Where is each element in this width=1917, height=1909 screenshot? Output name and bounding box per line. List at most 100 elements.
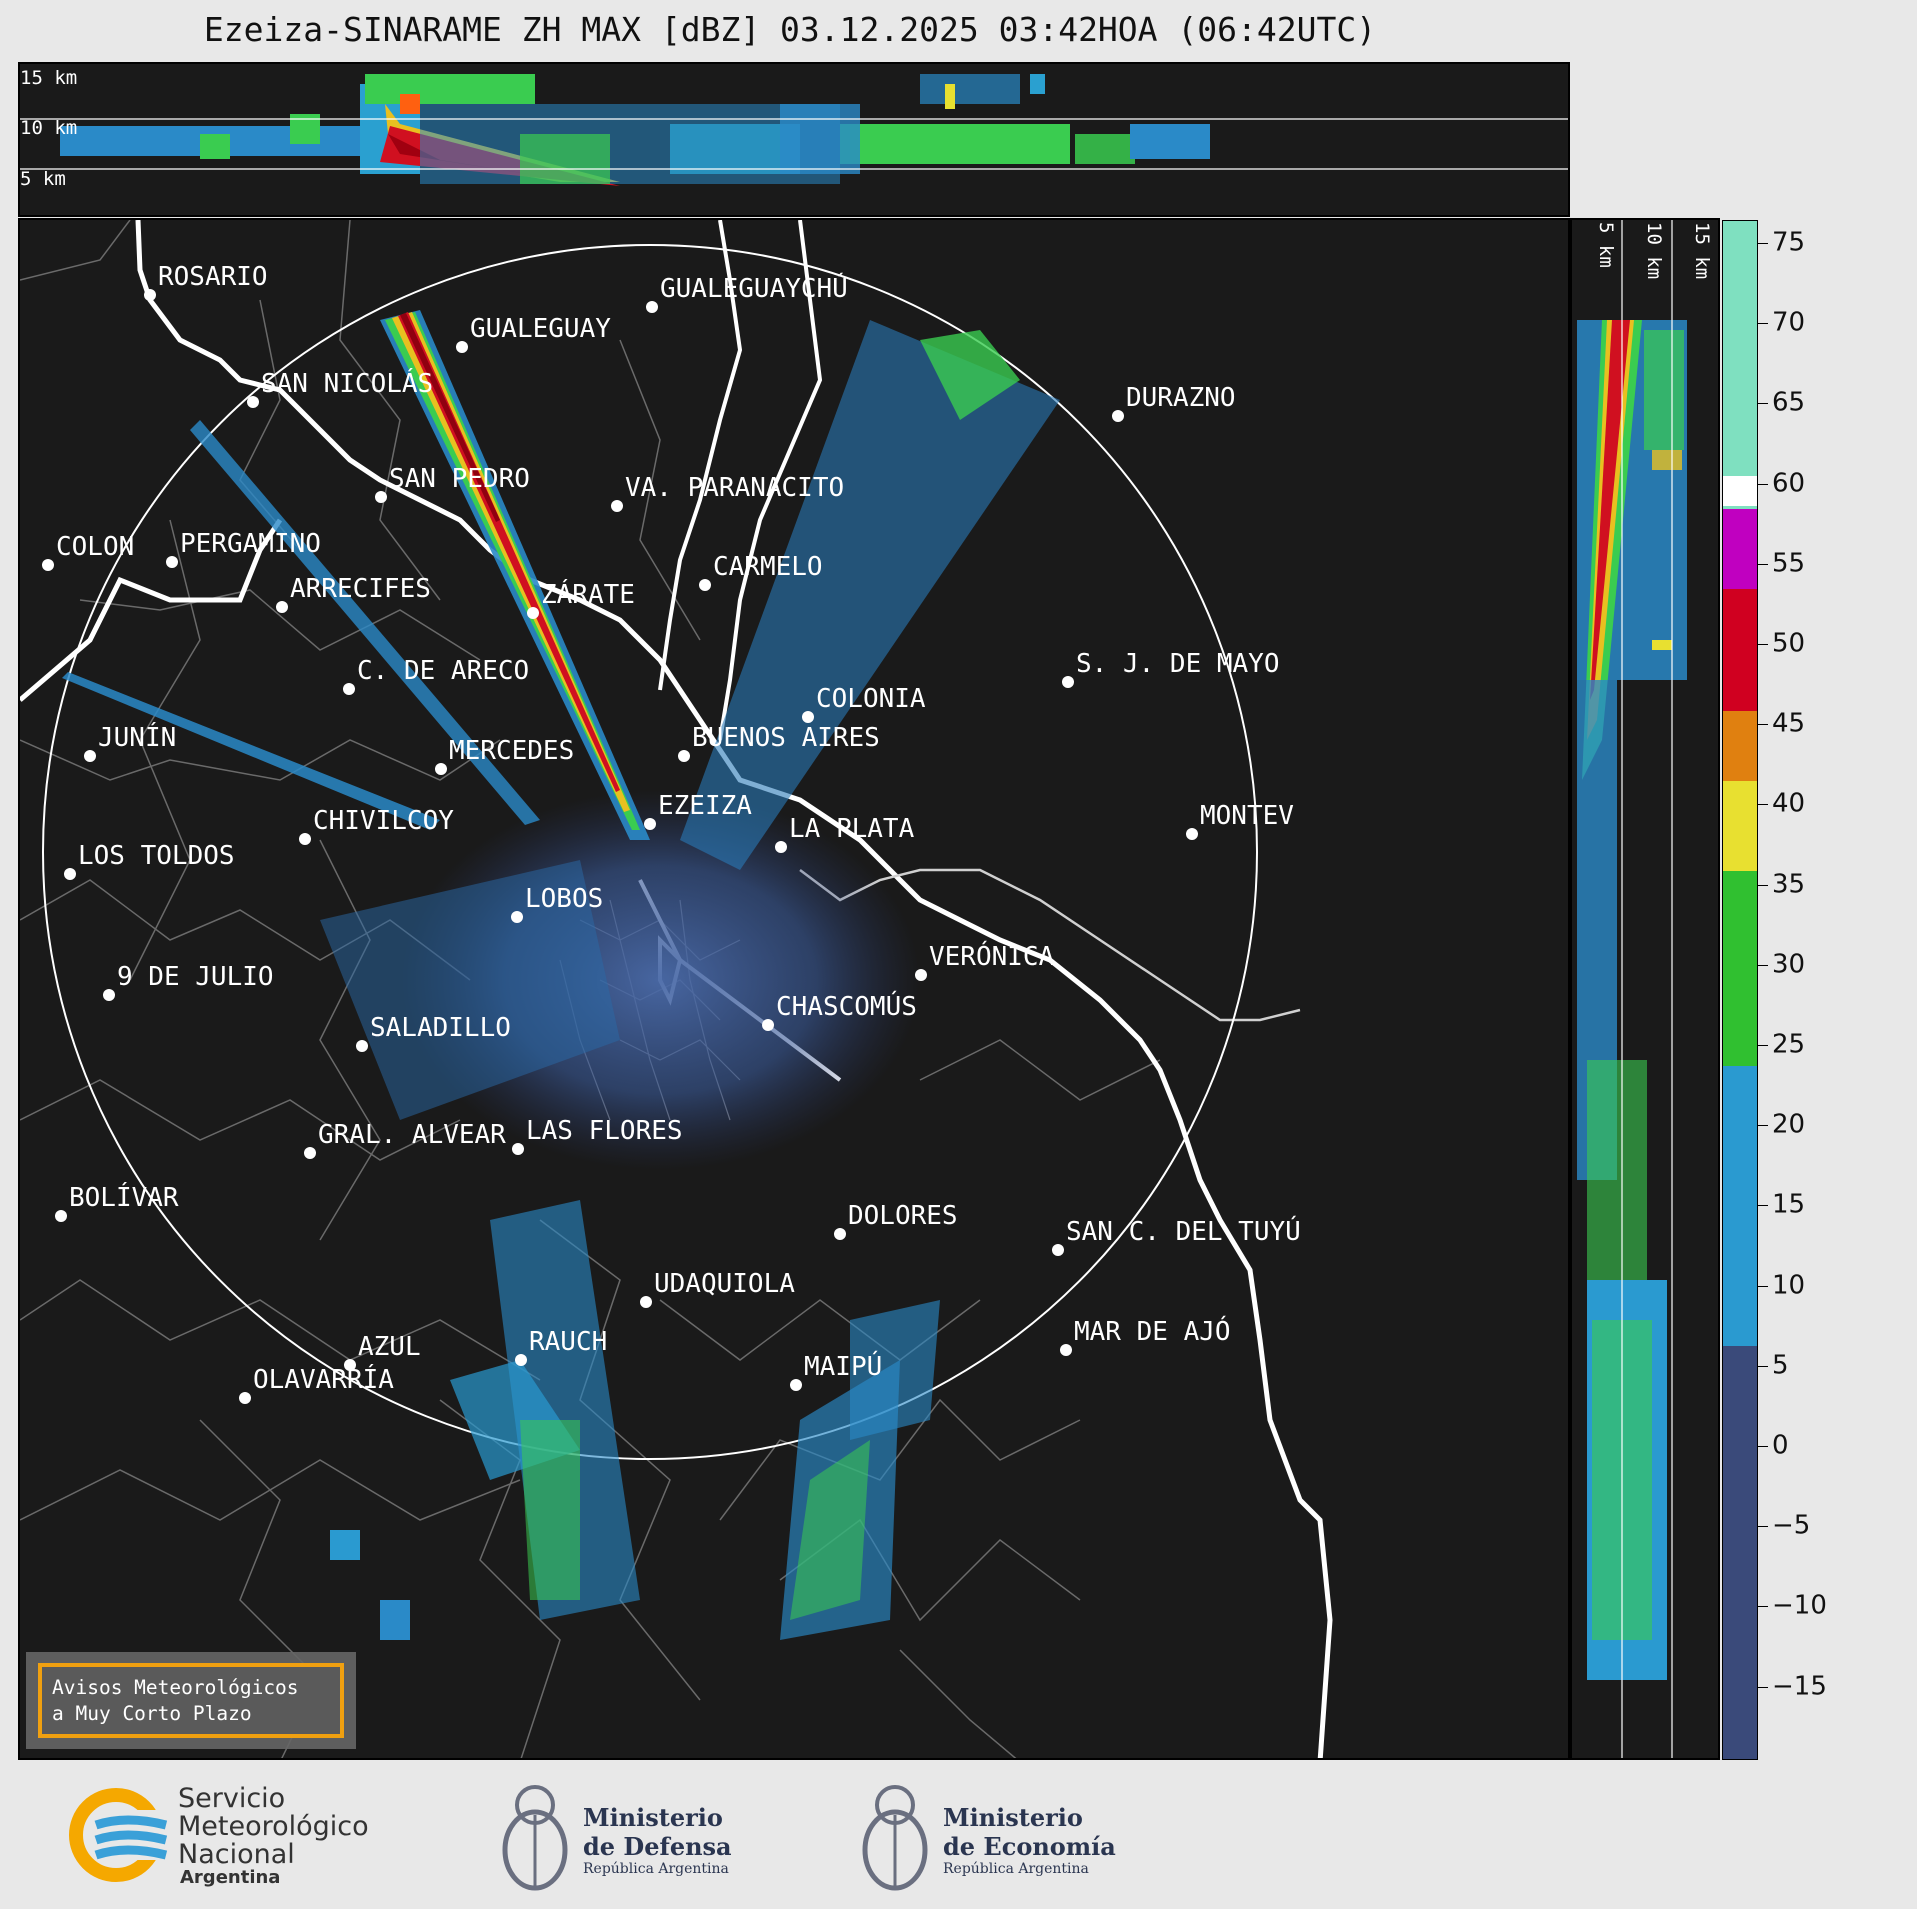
ministerio-defensa-logo: Ministerio de Defensa República Argentin… xyxy=(495,1775,755,1895)
city-c-de-areco: C. DE ARECO xyxy=(343,656,529,695)
city-va-paranacito: VA. PARANACITO xyxy=(611,473,844,512)
city-saladillo: SALADILLO xyxy=(356,1013,511,1052)
top-height-profile: 15 km 10 km 5 km xyxy=(18,62,1570,217)
side-height-profile: 5 km 10 km 15 km xyxy=(1570,218,1720,1760)
city-junin: JUNÍN xyxy=(84,721,176,762)
coat-of-arms-icon xyxy=(862,1785,928,1891)
colorbar-tick xyxy=(1758,804,1768,806)
colorbar-svg xyxy=(1723,221,1757,1759)
colorbar-tick xyxy=(1758,1365,1768,1367)
city-san-pedro: SAN PEDRO xyxy=(375,464,530,503)
city-label-durazno: DURAZNO xyxy=(1126,383,1236,413)
colorbar-tick-label: 25 xyxy=(1772,1029,1806,1060)
notice-box[interactable]: Avisos Meteorológicos a Muy Corto Plazo xyxy=(38,1663,344,1738)
side-profile-svg: 5 km 10 km 15 km xyxy=(1577,220,1713,1758)
city-gualeguay: GUALEGUAY xyxy=(456,314,611,353)
colorbar-tick xyxy=(1758,1526,1768,1528)
city-label-sj-de-mayo: S. J. DE MAYO xyxy=(1076,649,1280,679)
city-mar-de-ajo: MAR DE AJÓ xyxy=(1060,1315,1231,1356)
colorbar-tick xyxy=(1758,884,1768,886)
economia-line-2: de Economía xyxy=(943,1832,1116,1861)
city-maipu: MAIPÚ xyxy=(790,1350,882,1391)
colorbar-tick xyxy=(1758,1045,1768,1046)
city-gualeguaychu: GUALEGUAYCHÚ xyxy=(646,272,848,313)
cb-band-magenta xyxy=(1723,509,1757,589)
top-height-label-10: 10 km xyxy=(20,117,77,139)
city-mercedes: MERCEDES xyxy=(435,736,574,775)
colorbar-tick xyxy=(1758,644,1768,645)
colorbar-tick xyxy=(1758,1125,1768,1127)
smn-line-1: Servicio xyxy=(178,1783,286,1814)
city-label-va-paranacito: VA. PARANACITO xyxy=(625,473,844,503)
city-label-buenos-aires: BUENOS AIRES xyxy=(692,723,880,753)
colorbar-tick-label: −10 xyxy=(1772,1590,1827,1621)
chart-title: Ezeiza-SINARAME ZH MAX [dBZ] 03.12.2025 … xyxy=(203,10,1377,49)
city-label-gral-alvear: GRAL. ALVEAR xyxy=(318,1120,506,1150)
city-label-veronica: VERÓNICA xyxy=(929,940,1055,972)
side-height-label-10: 10 km xyxy=(1643,222,1665,279)
defensa-line-1: Ministerio xyxy=(583,1803,723,1832)
city-olavarria: OLAVARRÍA xyxy=(239,1363,394,1404)
city-los-toldos: LOS TOLDOS xyxy=(64,841,235,880)
city-label-azul: AZUL xyxy=(358,1332,421,1362)
range-ring xyxy=(42,244,1258,1460)
city-label-chivilcoy: CHIVILCOY xyxy=(313,806,454,836)
colorbar-tick xyxy=(1758,243,1768,244)
colorbar-tick xyxy=(1758,323,1768,325)
city-bolivar: BOLÍVAR xyxy=(55,1181,179,1222)
city-label-chascomus: CHASCOMÚS xyxy=(776,990,917,1022)
colorbar-tick-label: 15 xyxy=(1772,1189,1806,1220)
city-label-san-c-del-tuyu: SAN C. DEL TUYÚ xyxy=(1066,1215,1301,1247)
city-label-san-pedro: SAN PEDRO xyxy=(389,464,530,494)
side-height-label-15: 15 km xyxy=(1691,222,1713,279)
economia-line-3: República Argentina xyxy=(943,1861,1089,1877)
city-label-udaquiola: UDAQUIOLA xyxy=(654,1269,795,1299)
defensa-line-3: República Argentina xyxy=(583,1861,729,1877)
top-profile-svg: 15 km 10 km 5 km xyxy=(20,67,1568,190)
city-label-maipu: MAIPÚ xyxy=(804,1350,882,1382)
city-label-bolivar: BOLÍVAR xyxy=(69,1181,179,1213)
city-lobos: LOBOS xyxy=(511,884,603,923)
colorbar-tick-label: 10 xyxy=(1772,1269,1806,1300)
notice-line-2: a Muy Corto Plazo xyxy=(52,1702,252,1725)
city-montevideo: MONTEV xyxy=(1186,801,1294,840)
city-ezeiza: EZEIZA xyxy=(644,791,752,830)
colorbar-tick-label: 50 xyxy=(1772,628,1806,659)
city-label-ezeiza: EZEIZA xyxy=(658,791,752,821)
colorbar-tick xyxy=(1758,1285,1768,1287)
colorbar-tick-label: 45 xyxy=(1772,708,1806,739)
city-label-dolores: DOLORES xyxy=(848,1201,958,1231)
city-label-colon: COLON xyxy=(56,532,134,562)
coat-of-arms-icon xyxy=(502,1785,568,1891)
city-rosario: ROSARIO xyxy=(144,262,268,301)
city-colonia: COLONIA xyxy=(802,684,926,723)
city-9-de-julio: 9 DE JULIO xyxy=(103,962,274,1001)
city-udaquiola: UDAQUIOLA xyxy=(640,1269,795,1308)
city-veronica: VERÓNICA xyxy=(915,940,1055,981)
city-label-mar-de-ajo: MAR DE AJÓ xyxy=(1074,1315,1231,1347)
radar-echoes xyxy=(62,310,1060,1640)
city-rauch: RAUCH xyxy=(515,1327,607,1366)
colorbar-tick-label: 20 xyxy=(1772,1109,1806,1140)
smn-line-2: Meteorológico xyxy=(178,1811,369,1842)
cb-band-blue xyxy=(1723,1066,1757,1346)
colorbar-tick xyxy=(1758,563,1768,565)
colorbar-tick-label: 5 xyxy=(1772,1350,1789,1381)
dbz-colorbar xyxy=(1722,220,1758,1760)
defensa-line-2: de Defensa xyxy=(583,1832,732,1861)
colorbar-tick xyxy=(1758,1446,1768,1447)
city-colon: COLON xyxy=(42,532,134,571)
ministerio-economia-logo: Ministerio de Economía República Argenti… xyxy=(855,1775,1155,1895)
colorbar-tick-label: 65 xyxy=(1772,387,1806,418)
top-height-label-15: 15 km xyxy=(20,67,77,89)
colorbar-tick-label: −5 xyxy=(1772,1510,1811,1541)
colorbar-tick-label: 70 xyxy=(1772,307,1806,338)
city-label-san-nicolas: SAN NICOLÁS xyxy=(261,367,433,399)
smn-logo-mark xyxy=(69,1788,176,1882)
city-gral-alvear: GRAL. ALVEAR xyxy=(304,1120,506,1159)
city-label-junin: JUNÍN xyxy=(98,721,176,753)
city-dolores: DOLORES xyxy=(834,1201,958,1240)
city-carmelo: CARMELO xyxy=(699,552,823,591)
cb-band-slate xyxy=(1723,1346,1757,1759)
city-san-c-del-tuyu: SAN C. DEL TUYÚ xyxy=(1052,1215,1301,1256)
